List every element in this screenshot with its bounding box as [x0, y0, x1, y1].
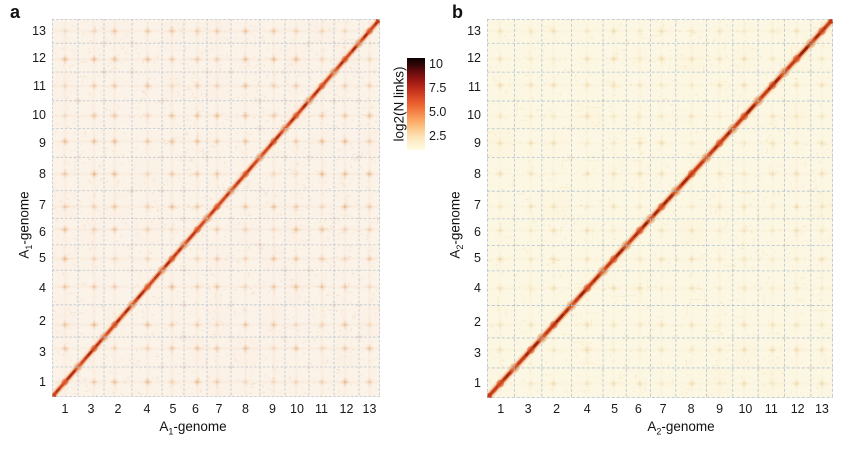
x-tick-label: 2	[114, 402, 122, 416]
x-tick-label: 5	[611, 402, 619, 416]
y-tick-label: 6	[39, 224, 46, 239]
x-tick-label: 3	[524, 402, 532, 416]
y-tick-label: 8	[474, 167, 481, 182]
y-tick-label: 1	[474, 375, 481, 390]
y-title-subscript: 1	[24, 244, 35, 250]
x-tick-label: 1	[61, 402, 69, 416]
y-tick-label: 11	[33, 79, 46, 94]
x-tick-label: 8	[242, 402, 249, 416]
y-tick-label: 12	[32, 50, 46, 65]
y-tick-label: 13	[467, 24, 481, 39]
y-tick-label: 1	[39, 375, 46, 390]
colorbar-label-text: log2(N links)	[391, 66, 407, 142]
colorbar-tick-label: 7.5	[429, 80, 447, 95]
colorbar-tick-label: 2.5	[429, 128, 447, 143]
colorbar-tick-label: 10	[429, 56, 443, 71]
panel-a-y-ticks: 1 3 2 4 5 6 7 8 9 10 11 12 13	[0, 19, 46, 397]
y-tick-label: 2	[474, 314, 481, 329]
x-tick-label: 8	[687, 402, 695, 416]
y-tick-label: 7	[39, 197, 46, 212]
y-tick-label: 5	[39, 250, 46, 265]
x-title-suffix: -genome	[661, 419, 715, 434]
x-tick-label: 13	[362, 402, 377, 416]
x-title-subscript: 1	[168, 426, 174, 437]
colorbar-tick-label: 5.0	[429, 104, 447, 119]
panel-b-heatmap-canvas	[487, 19, 833, 398]
y-tick-label: 4	[39, 280, 46, 295]
panel-b-y-ticks: 1 3 2 4 5 6 7 8 9 10 11 12 13	[441, 19, 481, 398]
colorbar: log2(N links) 10 7.5 5.0 2.5	[390, 55, 462, 163]
x-tick-label: 12	[790, 402, 805, 416]
panel-a-letter: a	[10, 2, 21, 22]
y-tick-label: 9	[39, 135, 46, 150]
y-tick-label: 9	[474, 136, 481, 151]
colorbar-gradient-bar	[407, 58, 425, 150]
y-title-subscript: 2	[455, 244, 466, 250]
y-tick-label: 12	[467, 50, 481, 65]
x-title-subscript: 2	[656, 426, 662, 437]
y-title-suffix: -genome	[447, 191, 463, 245]
y-tick-label: 3	[39, 345, 46, 360]
x-tick-label: 11	[315, 402, 328, 416]
y-tick-label: 5	[474, 251, 481, 266]
y-tick-label: 7	[474, 198, 481, 213]
x-tick-label: 9	[716, 402, 724, 416]
panel-b-y-axis-title-text: A2-genome	[447, 191, 466, 259]
panel-a-x-axis-title: A1-genome	[113, 419, 273, 437]
panel-b-x-ticks: 1 3 2 4 5 6 7 8 9 10 11 12 13	[487, 402, 833, 416]
x-title-prefix: A	[159, 419, 169, 434]
x-tick-label: 2	[553, 402, 561, 416]
x-tick-label: 4	[583, 402, 591, 416]
x-title-prefix: A	[647, 419, 657, 434]
y-tick-label: 10	[32, 107, 46, 122]
y-title-prefix: A	[16, 249, 32, 259]
x-tick-label: 3	[87, 402, 95, 416]
panel-a-y-axis-title-text: A1-genome	[16, 191, 35, 259]
y-title-suffix: -genome	[16, 191, 32, 245]
y-tick-label: 2	[39, 313, 46, 328]
x-tick-label: 1	[497, 402, 505, 416]
panel-a-x-ticks: 1 3 2 4 5 6 7 8 9 10 11 12 13	[52, 402, 380, 416]
x-tick-label: 6	[192, 402, 199, 416]
y-tick-label: 3	[474, 345, 481, 360]
y-tick-label: 4	[474, 281, 481, 296]
x-tick-label: 12	[339, 402, 354, 416]
y-tick-label: 10	[467, 107, 481, 122]
x-tick-label: 9	[269, 402, 276, 416]
panel-b-letter: b	[452, 2, 463, 22]
y-tick-label: 6	[474, 225, 481, 240]
y-tick-label: 11	[468, 79, 481, 94]
x-title-suffix: -genome	[173, 419, 227, 434]
y-title-prefix: A	[447, 249, 463, 259]
y-tick-label: 8	[39, 167, 46, 181]
x-tick-label: 6	[634, 402, 642, 416]
x-tick-label: 5	[169, 402, 177, 416]
x-tick-label: 11	[764, 402, 778, 416]
panel-a-heatmap-canvas	[52, 19, 380, 397]
x-tick-label: 13	[814, 402, 829, 416]
x-tick-label: 7	[215, 402, 223, 416]
colorbar-ticks: 10 7.5 5.0 2.5	[429, 56, 461, 150]
x-tick-label: 4	[143, 402, 151, 416]
y-tick-label: 13	[32, 24, 46, 39]
panel-b-x-axis-title: A2-genome	[601, 419, 761, 437]
x-tick-label: 10	[290, 402, 304, 416]
x-tick-label: 7	[659, 402, 667, 416]
x-tick-label: 10	[738, 402, 753, 416]
